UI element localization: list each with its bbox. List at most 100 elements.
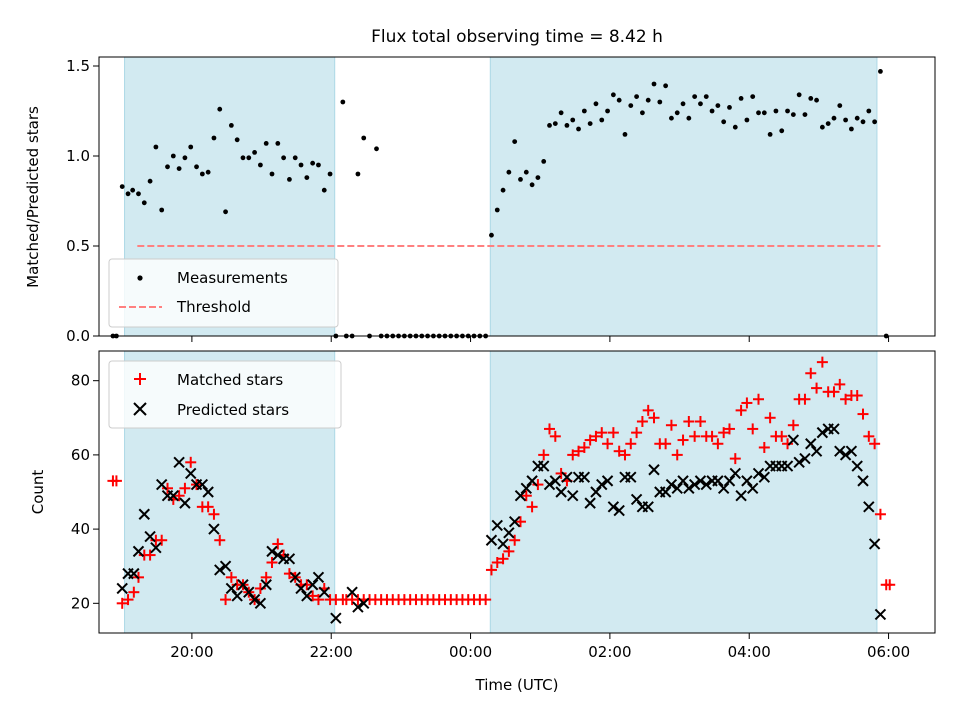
matched-star-point xyxy=(485,564,497,576)
predicted-star-point xyxy=(243,586,255,598)
top-axes-frame xyxy=(98,56,936,337)
matched-star-point xyxy=(144,549,156,561)
matched-star-point xyxy=(834,378,846,390)
matched-star-point xyxy=(753,393,765,405)
x-tick-label: 00:00 xyxy=(449,643,492,661)
predicted-star-point xyxy=(508,515,521,528)
matched-star-point xyxy=(116,597,128,609)
predicted-star-point xyxy=(839,449,852,461)
predicted-star-point xyxy=(834,445,846,457)
bottom-x-axis: 20:00 22:00 00:00 02:00 04:00 06:00 xyxy=(170,633,910,661)
predicted-star-point xyxy=(752,467,765,480)
matched-star-point xyxy=(735,404,747,416)
measurement-point xyxy=(657,99,663,105)
measurement-point xyxy=(304,175,310,181)
legend-label-matched-stars: Matched stars xyxy=(177,371,283,389)
predicted-star-point xyxy=(555,486,567,498)
measurement-point xyxy=(634,94,639,99)
predicted-star-point xyxy=(845,445,858,457)
predicted-star-point xyxy=(526,475,538,487)
measurement-point xyxy=(205,169,211,175)
measurement-point xyxy=(535,175,541,181)
matched-star-point xyxy=(272,538,284,550)
matched-star-point xyxy=(776,430,788,442)
measurement-point xyxy=(136,191,141,197)
legend-label-measurements: Measurements xyxy=(177,269,288,287)
matched-star-point xyxy=(683,416,695,427)
predicted-star-point xyxy=(648,464,660,476)
measurement-point xyxy=(529,182,535,188)
predicted-star-point xyxy=(116,582,128,595)
predicted-star-point xyxy=(863,501,875,513)
measurement-point xyxy=(732,124,738,130)
predicted-star-point xyxy=(781,460,794,472)
predicted-star-point xyxy=(219,560,232,572)
matched-star-point xyxy=(828,386,840,398)
measurement-point xyxy=(141,200,147,206)
predicted-star-point xyxy=(514,490,527,502)
measurement-point xyxy=(159,207,165,213)
matched-star-point xyxy=(851,390,863,402)
predicted-star-point xyxy=(185,467,197,480)
measurement-point xyxy=(640,110,645,116)
measurement-point xyxy=(292,155,298,161)
chart-title: Flux total observing time = 8.42 h xyxy=(371,27,663,47)
matched-star-point xyxy=(787,419,799,431)
bottom-y-label: Count xyxy=(29,470,47,515)
predicted-star-point xyxy=(330,612,342,624)
predicted-star-point xyxy=(208,523,220,535)
predicted-star-point xyxy=(520,482,532,494)
measurement-point xyxy=(854,115,860,121)
predicted-star-point xyxy=(289,571,301,584)
matched-star-point xyxy=(671,449,683,461)
measurement-point xyxy=(211,135,217,141)
matched-star-point xyxy=(747,423,759,435)
measurement-point xyxy=(692,94,698,99)
matched-star-point xyxy=(526,501,538,513)
predicted-star-point xyxy=(596,478,608,491)
matched-star-point xyxy=(185,456,197,468)
measurement-point xyxy=(257,162,263,168)
measurement-point xyxy=(581,108,587,114)
predicted-star-point xyxy=(758,471,771,483)
matched-star-point xyxy=(301,579,313,591)
matched-star-point xyxy=(307,590,319,602)
measurement-point xyxy=(698,101,703,107)
matched-star-point xyxy=(128,586,140,598)
matched-star-point xyxy=(607,427,619,439)
predicted-star-point xyxy=(671,482,683,494)
predicted-star-point xyxy=(613,504,625,517)
matched-star-point xyxy=(602,438,614,450)
predicted-star-point xyxy=(584,497,596,509)
predicted-star-point xyxy=(254,597,267,610)
predicted-star-point xyxy=(688,478,701,491)
measurement-point xyxy=(599,117,605,123)
predicted-star-point xyxy=(700,478,712,491)
predicted-star-point xyxy=(260,579,272,591)
measurement-point xyxy=(558,110,564,116)
predicted-star-point xyxy=(851,460,863,472)
predicted-star-point xyxy=(607,501,620,513)
matched-star-point xyxy=(712,438,724,450)
predicted-star-point xyxy=(746,482,759,494)
matched-star-point xyxy=(214,534,226,546)
predicted-star-point xyxy=(816,426,829,439)
measurement-point xyxy=(767,132,773,137)
measurement-point xyxy=(240,155,246,161)
predicted-star-point xyxy=(665,478,678,491)
predicted-star-point xyxy=(857,475,869,487)
predicted-star-point xyxy=(155,478,168,491)
measurement-point xyxy=(790,112,796,117)
measurement-point xyxy=(518,177,523,182)
bottom-legend: Matched stars Predicted stars xyxy=(108,360,342,429)
measurement-point xyxy=(310,160,316,166)
matched-star-point xyxy=(805,367,817,379)
measurement-point xyxy=(610,92,616,98)
matched-star-point xyxy=(741,397,753,409)
matched-star-point xyxy=(503,545,515,557)
bottom-y-tick-label: 80 xyxy=(71,372,90,390)
predicted-star-point xyxy=(266,545,278,558)
measurement-point xyxy=(188,144,194,150)
measurement-point xyxy=(785,108,790,114)
predicted-star-point xyxy=(677,475,689,487)
